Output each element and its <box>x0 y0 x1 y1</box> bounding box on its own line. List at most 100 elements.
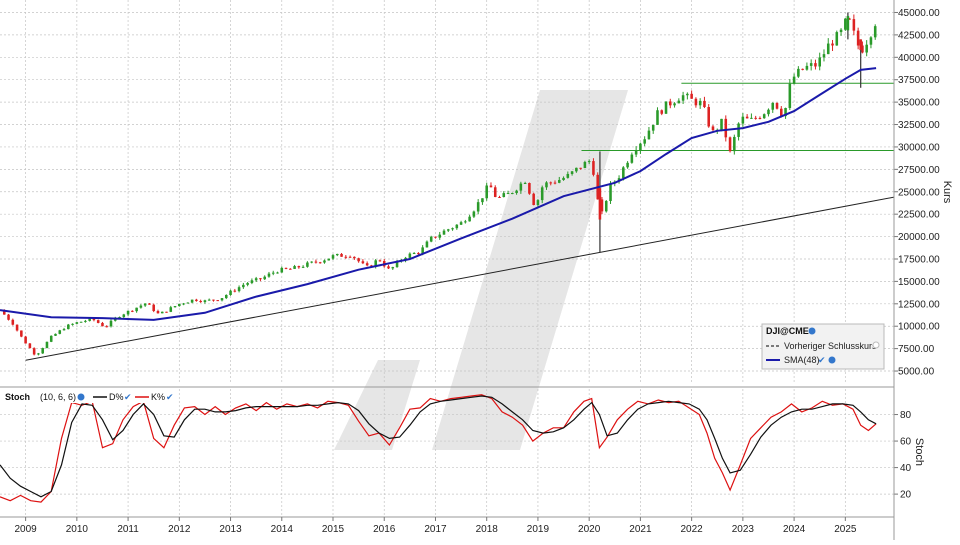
candle-body <box>62 329 66 331</box>
stochastic-tick-label: 60 <box>900 437 912 448</box>
legend-title-icon[interactable] <box>808 327 816 335</box>
time-tick-label: 2010 <box>66 524 89 535</box>
candle-down <box>361 259 365 265</box>
candle-down <box>528 182 531 195</box>
candle-down <box>348 255 352 258</box>
price-tick-label: 32500.00 <box>898 120 940 131</box>
candle-body <box>839 29 843 33</box>
candle-body <box>792 76 796 84</box>
candle-up <box>822 49 826 62</box>
candle-down <box>297 265 301 269</box>
candle-body <box>195 299 198 301</box>
candle-body <box>335 253 339 256</box>
candle-down <box>15 324 19 332</box>
candle-down <box>707 104 710 128</box>
candle-down <box>703 96 706 109</box>
candle-body <box>306 262 309 267</box>
time-tick-label: 2018 <box>476 524 499 535</box>
legend-sma-label: SMA(48) <box>784 355 820 365</box>
time-tick-label: 2023 <box>732 524 755 535</box>
candle-body <box>101 322 104 327</box>
candle-up <box>604 200 608 213</box>
candle-body <box>92 318 96 321</box>
candle-down <box>340 253 343 257</box>
support-trendline <box>25 196 895 361</box>
legend-sma-settings-icon[interactable] <box>828 356 836 364</box>
candle-up <box>502 191 506 198</box>
candle-up <box>720 118 723 132</box>
candle-up <box>643 136 646 147</box>
legend-box <box>761 323 885 370</box>
candle-down <box>434 236 437 239</box>
legend-sma-check-icon[interactable]: ✔ <box>818 355 826 365</box>
candle-down <box>814 59 817 70</box>
candle-up <box>664 101 668 114</box>
candle-body <box>135 307 138 312</box>
time-tick-label: 2024 <box>783 524 806 535</box>
candle-body <box>32 348 36 355</box>
legend-k-label: K% <box>151 392 165 402</box>
legend-prev-close-toggle-icon[interactable] <box>872 341 880 349</box>
candle-down <box>318 261 322 264</box>
candle-body <box>58 330 62 334</box>
candle-body <box>224 294 228 299</box>
time-tick-label: 2022 <box>681 524 704 535</box>
candle-body <box>7 314 10 320</box>
price-grid <box>0 0 894 384</box>
candle-up <box>246 282 249 287</box>
candle-body <box>630 154 634 163</box>
sma-48-line <box>0 67 877 321</box>
candle-up <box>335 253 339 257</box>
candle-body <box>604 200 608 212</box>
candle-body <box>173 306 177 308</box>
legend-k-check-icon[interactable]: ✔ <box>166 392 174 402</box>
candle-body <box>118 316 121 318</box>
candle-down <box>775 102 779 110</box>
legend-d-check-icon[interactable]: ✔ <box>124 392 132 402</box>
candle-up <box>839 28 843 36</box>
candle-up <box>41 347 44 354</box>
candle-body <box>826 43 830 55</box>
candle-down <box>148 302 151 305</box>
candle-body <box>592 161 595 175</box>
price-tick-label: 12500.00 <box>898 299 940 310</box>
candle-body <box>2 310 6 315</box>
candle-up <box>263 275 266 281</box>
candle-body <box>481 198 484 203</box>
candle-body <box>340 253 343 257</box>
candle-up <box>626 161 629 169</box>
candle-body <box>737 123 740 137</box>
candle-body <box>519 183 523 191</box>
time-tick-label: 2019 <box>527 524 550 535</box>
price-tick-label: 30000.00 <box>898 142 940 153</box>
candle-body <box>357 258 360 262</box>
stochastic-settings-icon[interactable] <box>77 393 85 401</box>
stochastic-grid <box>0 389 894 517</box>
candle-body <box>412 253 416 255</box>
candle-down <box>532 192 535 206</box>
candle-down <box>848 17 851 20</box>
candle-body <box>267 273 271 277</box>
candle-body <box>835 32 839 46</box>
candle-up <box>656 107 659 125</box>
candle-up <box>45 341 49 349</box>
candle-body <box>327 258 331 261</box>
candle-body <box>511 193 514 195</box>
candle-body <box>472 211 476 217</box>
price-overlays <box>25 82 895 361</box>
candle-up <box>79 321 83 323</box>
candle-down <box>856 27 860 50</box>
price-tick-label: 35000.00 <box>898 98 940 109</box>
candle-body <box>532 193 535 205</box>
candle-up <box>686 92 689 100</box>
candle-up <box>442 229 446 235</box>
candle-down <box>11 318 15 326</box>
candle-up <box>37 352 40 356</box>
candle-body <box>528 183 531 194</box>
candle-body <box>660 110 664 114</box>
candle-up <box>49 335 53 343</box>
candle-body <box>280 267 284 273</box>
candle-up <box>54 333 57 337</box>
